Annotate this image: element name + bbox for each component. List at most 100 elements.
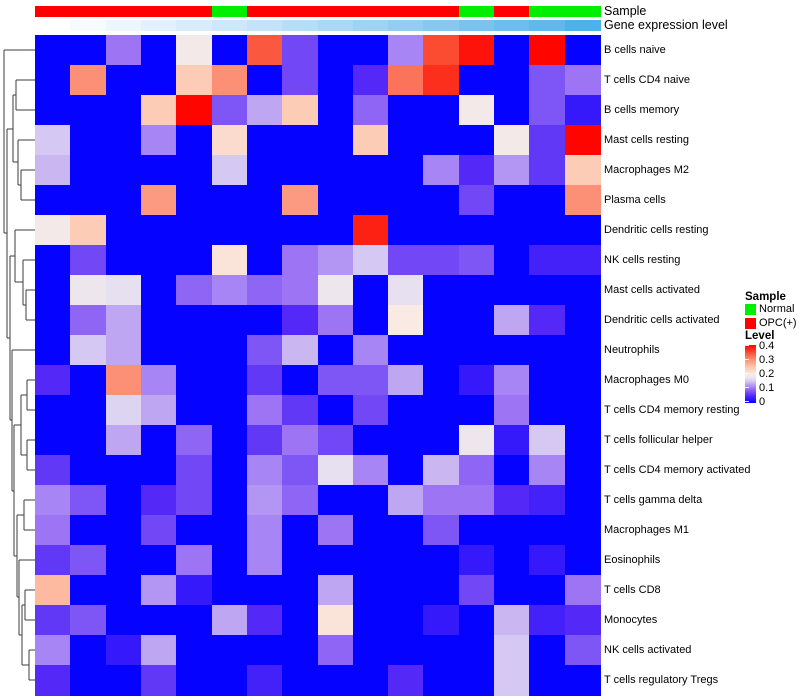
heatmap-cell	[388, 515, 424, 546]
heatmap-cell	[388, 575, 424, 606]
heatmap-cell	[317, 125, 354, 156]
heatmap-cell	[176, 95, 213, 126]
heatmap-cell	[317, 245, 354, 276]
heatmap-cell	[211, 515, 248, 546]
row-label: Dendritic cells activated	[604, 314, 720, 326]
sample-annotation-segment	[352, 6, 389, 17]
heatmap-cell	[317, 485, 354, 516]
heatmap-cell	[211, 215, 248, 246]
row-label: Monocytes	[604, 614, 658, 626]
heatmap-cell	[105, 275, 142, 306]
gene-expression-annotation-segment	[423, 20, 460, 31]
level-tick-label: 0.3	[759, 354, 775, 366]
heatmap-cell	[529, 95, 566, 126]
row-label: T cells CD4 memory resting	[604, 404, 740, 416]
heatmap-cell	[423, 185, 460, 216]
heatmap-cell	[105, 515, 142, 546]
row-label: Mast cells resting	[604, 134, 689, 146]
heatmap-cell	[246, 635, 283, 666]
heatmap-cell	[282, 155, 318, 186]
heatmap-cell	[458, 125, 495, 156]
heatmap-cell	[105, 485, 142, 516]
heatmap-cell	[211, 155, 248, 186]
heatmap-cell	[388, 185, 424, 216]
heatmap-cell	[176, 365, 213, 396]
heatmap-cell	[246, 425, 283, 456]
heatmap-cell	[211, 65, 248, 96]
heatmap-cell	[458, 485, 495, 516]
heatmap-cell	[423, 425, 460, 456]
heatmap-cell	[388, 215, 424, 246]
heatmap-cell	[246, 125, 283, 156]
heatmap-cell	[246, 95, 283, 126]
heatmap-cell	[564, 245, 601, 276]
heatmap-cell	[494, 305, 530, 336]
heatmap-cell	[176, 395, 213, 426]
legend-normal-label: Normal	[759, 303, 795, 315]
heatmap-cell	[494, 125, 530, 156]
heatmap-cell	[246, 215, 283, 246]
heatmap-cell	[317, 665, 354, 696]
heatmap-cell	[494, 545, 530, 576]
heatmap-cell	[494, 35, 530, 66]
heatmap-cell	[70, 155, 107, 186]
sample-annotation-segment	[564, 6, 601, 17]
heatmap-cell	[211, 365, 248, 396]
heatmap-cell	[70, 425, 107, 456]
gene-expression-annotation-segment	[458, 20, 495, 31]
heatmap-cell	[282, 425, 318, 456]
row-label: T cells CD4 naive	[604, 74, 690, 86]
heatmap-cell	[211, 125, 248, 156]
heatmap-cell	[564, 515, 601, 546]
heatmap-cell	[564, 665, 601, 696]
heatmap-cell	[317, 65, 354, 96]
heatmap-cell	[140, 95, 177, 126]
heatmap-cell	[70, 605, 107, 636]
row-label: NK cells resting	[604, 254, 681, 266]
sample-annotation-segment	[246, 6, 283, 17]
level-tick-label: 0.2	[759, 368, 775, 380]
heatmap-cell	[352, 395, 389, 426]
heatmap-cell	[564, 155, 601, 186]
heatmap-cell	[564, 275, 601, 306]
heatmap-cell	[458, 35, 495, 66]
heatmap-cell	[282, 35, 318, 66]
heatmap-cell	[564, 545, 601, 576]
gene-expression-annotation-segment	[140, 20, 177, 31]
heatmap-cell	[140, 155, 177, 186]
heatmap-cell	[458, 65, 495, 96]
heatmap-cell	[388, 275, 424, 306]
heatmap-cell	[140, 245, 177, 276]
heatmap-cell	[458, 575, 495, 606]
heatmap-cell	[282, 185, 318, 216]
level-tick-dash	[745, 359, 749, 360]
heatmap-cell	[282, 95, 318, 126]
heatmap-cell	[246, 605, 283, 636]
gene-expression-annotation-title: Gene expression level	[604, 18, 728, 32]
heatmap-cell	[458, 365, 495, 396]
heatmap-cell	[246, 515, 283, 546]
heatmap-cell	[388, 665, 424, 696]
heatmap-cell	[458, 275, 495, 306]
sample-annotation-segment	[423, 6, 460, 17]
heatmap-cell	[140, 365, 177, 396]
heatmap-cell	[317, 185, 354, 216]
heatmap-cell	[388, 95, 424, 126]
heatmap-cell	[140, 425, 177, 456]
heatmap-cell	[105, 605, 142, 636]
heatmap-cell	[35, 455, 71, 486]
heatmap-cell	[140, 65, 177, 96]
heatmap-cell	[423, 515, 460, 546]
heatmap-cell	[176, 575, 213, 606]
heatmap-cell	[70, 515, 107, 546]
heatmap-cell	[317, 425, 354, 456]
heatmap-cell	[529, 485, 566, 516]
gene-expression-annotation-segment	[70, 20, 107, 31]
heatmap-cell	[352, 305, 389, 336]
heatmap-cell	[282, 455, 318, 486]
heatmap-cell	[564, 485, 601, 516]
heatmap-cell	[388, 125, 424, 156]
heatmap-cell	[70, 365, 107, 396]
heatmap-cell	[140, 635, 177, 666]
heatmap-cell	[282, 545, 318, 576]
